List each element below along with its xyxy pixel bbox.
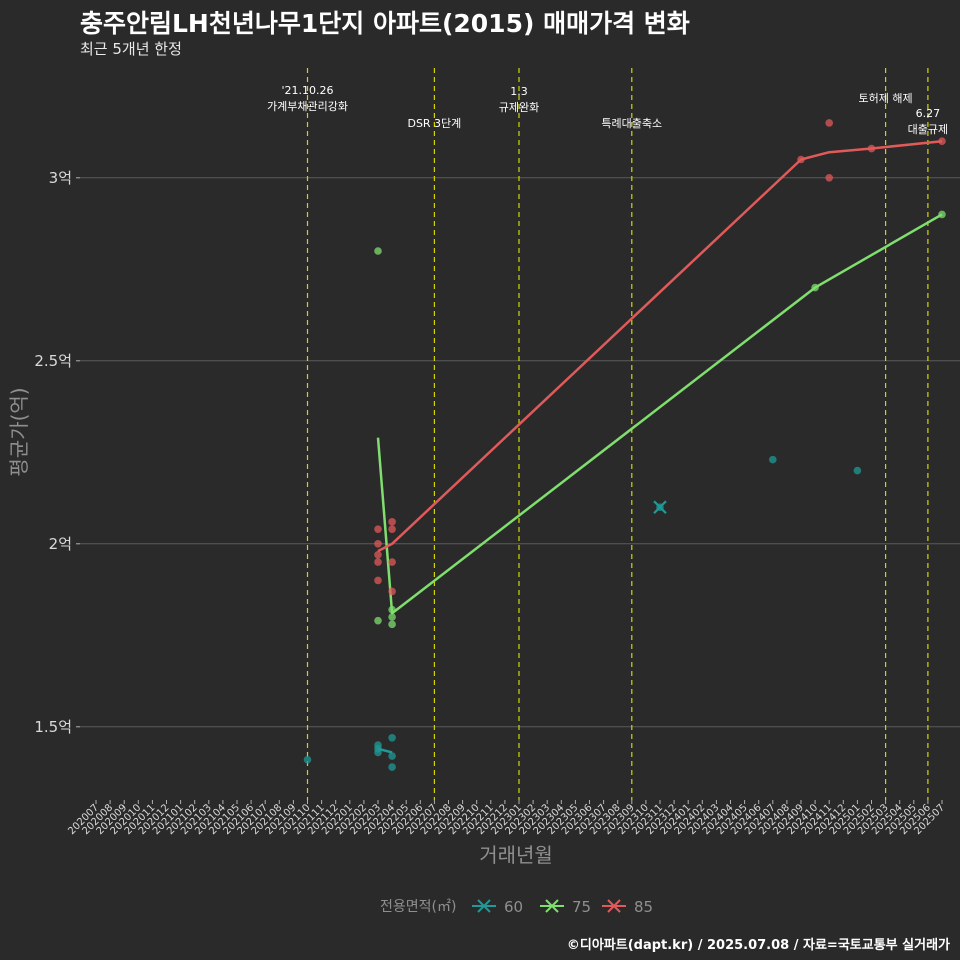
legend-label-75: 75 — [572, 898, 591, 916]
legend-key-cross-85 — [607, 899, 621, 913]
cross-marker-60 — [653, 500, 667, 514]
event-annotation: DSR 3단계 — [407, 117, 461, 130]
data-point-60 — [853, 466, 862, 475]
data-point-85 — [388, 587, 396, 596]
data-point-75 — [388, 613, 396, 621]
event-annotation: 대출규제 — [908, 123, 948, 136]
legend-title: 전용면적(㎡) — [380, 899, 456, 915]
data-point-85 — [388, 525, 396, 533]
data-point-60 — [388, 733, 396, 742]
data-point-85 — [825, 119, 833, 127]
y-tick-label: 3억 — [49, 169, 72, 187]
data-point-75 — [388, 620, 396, 629]
data-point-60 — [769, 455, 777, 464]
chart-title: 충주안림LH천년나무1단지 아파트(2015) 매매가격 변화 — [80, 9, 690, 38]
data-point-85 — [374, 576, 382, 585]
data-point-75 — [374, 616, 382, 625]
event-annotation: 1.3 — [510, 85, 528, 98]
x-axis-title: 거래년월 — [479, 843, 553, 867]
y-tick-label: 2.5억 — [34, 352, 72, 370]
event-annotation: 토허제 해제 — [859, 91, 913, 105]
data-point-85 — [825, 174, 833, 182]
data-point-85 — [374, 558, 382, 566]
event-annotation: '21.10.26 — [281, 84, 333, 97]
legend-key-cross-60 — [477, 899, 491, 913]
data-point-85 — [388, 558, 396, 566]
y-tick-label: 2억 — [49, 535, 72, 553]
data-point-75 — [374, 247, 382, 255]
event-annotation: 6.27 — [916, 107, 941, 120]
source-caption: ©디아파트(dapt.kr) / 2025.07.08 / 자료=국토교통부 실… — [566, 938, 950, 953]
data-point-60 — [303, 755, 312, 764]
data-point-85 — [388, 518, 396, 526]
chart-subtitle: 최근 5개년 한정 — [80, 40, 182, 58]
data-point-60 — [388, 752, 396, 760]
y-tick-label: 1.5억 — [34, 718, 72, 736]
data-point-60 — [388, 763, 396, 771]
series-line-60 — [377, 747, 393, 754]
data-point-85 — [374, 525, 382, 533]
legend-label-60: 60 — [504, 898, 523, 916]
y-axis-title: 평균가(억) — [7, 387, 31, 476]
legend-label-85: 85 — [634, 898, 653, 916]
event-annotation: 특례대출축소 — [601, 117, 662, 130]
legend-key-cross-75 — [545, 899, 559, 913]
event-annotation: 가계부채관리강화 — [267, 100, 348, 113]
data-point-85 — [374, 550, 382, 559]
series-line-75 — [376, 213, 943, 615]
series-line-85 — [377, 139, 943, 553]
event-annotation: 규제완화 — [499, 101, 539, 114]
data-point-85 — [374, 540, 382, 548]
